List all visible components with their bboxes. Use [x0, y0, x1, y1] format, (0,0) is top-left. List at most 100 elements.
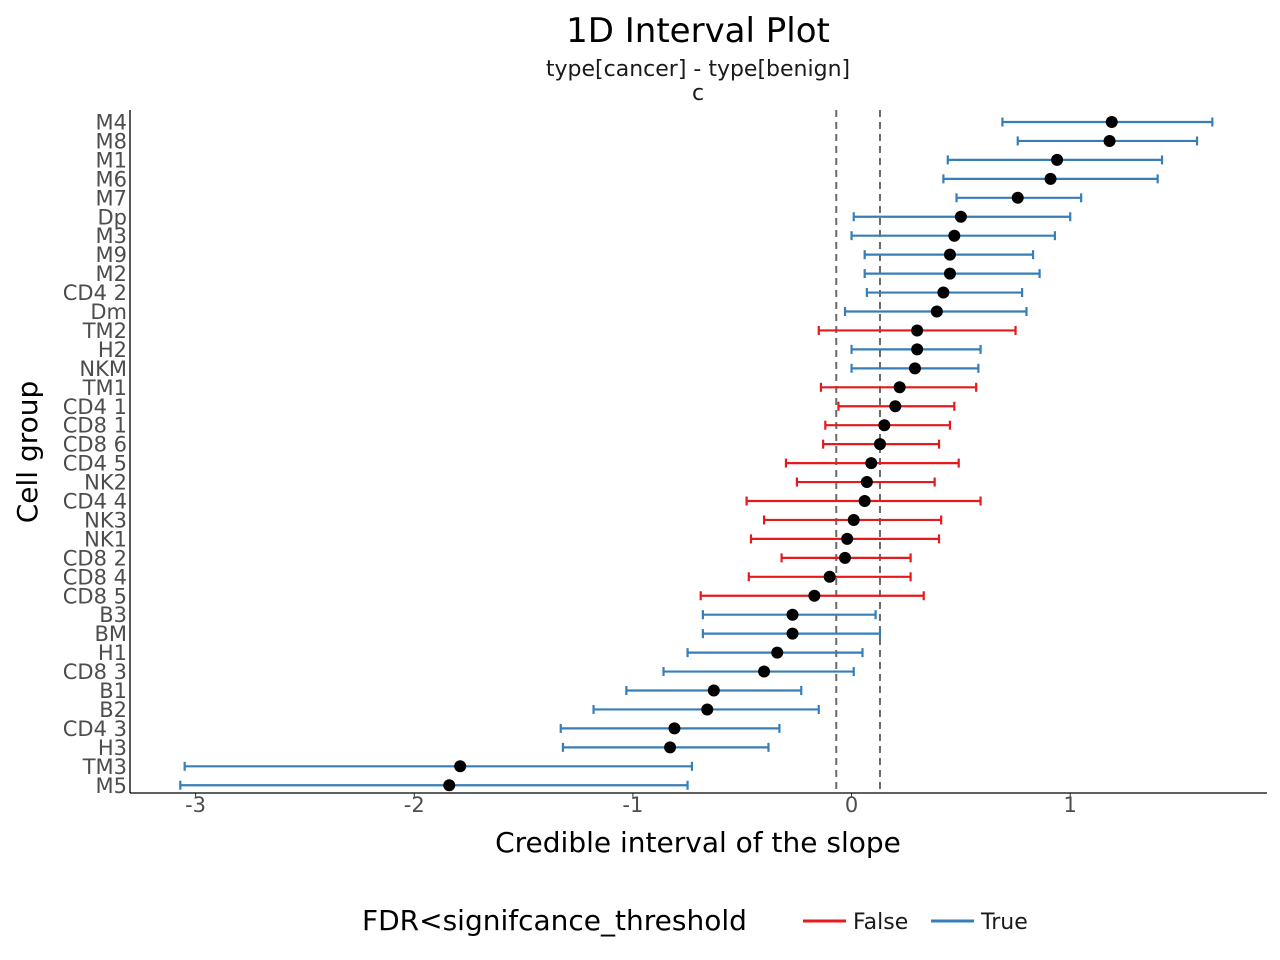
interval-cd4-4 [745, 495, 982, 507]
interval-cd8-6 [822, 438, 941, 451]
interval-cd8-2 [780, 551, 912, 564]
interval-cd8-5 [699, 589, 925, 602]
x-axis-ticks: -3 -2 -1 0 1 [185, 793, 1077, 817]
estimate-point [943, 267, 956, 280]
estimate-point [771, 646, 784, 659]
interval-nk3 [762, 513, 943, 526]
legend-false-label: False [853, 910, 908, 935]
interval-h1 [686, 646, 864, 659]
y-tick-label: M3 [96, 224, 127, 248]
y-tick-label: H1 [98, 641, 127, 665]
y-tick-label: CD8 1 [63, 414, 127, 438]
interval-m1 [946, 153, 1164, 166]
x-tick-label: -1 [622, 793, 643, 817]
interval-bm [701, 627, 882, 640]
y-tick-label: CD4 5 [63, 452, 127, 476]
interval-layer [179, 116, 1214, 792]
interval-cd8-1 [824, 419, 952, 432]
interval-b2 [592, 703, 820, 716]
interval-tm2 [817, 324, 1017, 337]
y-tick-label: CD8 5 [63, 584, 127, 608]
y-tick-label: NKM [79, 357, 127, 381]
y-tick-label: BM [94, 622, 127, 646]
reference-lines [835, 110, 881, 793]
y-axis-title: Cell group [11, 381, 44, 524]
estimate-point [707, 684, 720, 697]
legend: FDR<signifcance_threshold False True [362, 904, 1028, 937]
y-tick-label: M2 [96, 262, 127, 286]
estimate-point [1103, 134, 1116, 147]
y-tick-label: TM1 [82, 376, 127, 400]
estimate-point [860, 476, 873, 489]
interval-dm [843, 305, 1028, 318]
estimate-point [1105, 116, 1118, 128]
interval-cd4-2 [865, 286, 1024, 299]
interval-m6 [942, 172, 1159, 185]
interval-m8 [1016, 134, 1199, 147]
estimate-point [668, 722, 681, 735]
panel-label: c [692, 81, 704, 106]
y-tick-label: NK2 [84, 471, 127, 495]
interval-cd8-4 [747, 570, 912, 583]
y-tick-label: Dp [97, 205, 127, 229]
y-tick-label: Dm [90, 300, 127, 324]
estimate-point [948, 229, 961, 242]
estimate-point [954, 210, 967, 223]
estimate-point [847, 513, 860, 526]
interval-nk1 [749, 532, 941, 545]
interval-m7 [955, 191, 1083, 204]
chart-subtitle: type[cancer] - type[benign] [546, 57, 850, 82]
interval-m9 [863, 248, 1035, 261]
interval-b3 [701, 608, 877, 621]
estimate-point [937, 286, 950, 299]
interval-cd4-5 [784, 457, 960, 470]
estimate-point [786, 627, 799, 640]
x-tick-label: -2 [404, 793, 425, 817]
x-tick-label: 0 [845, 793, 858, 817]
estimate-point [808, 589, 821, 602]
interval-cd4-1 [837, 400, 956, 413]
estimate-point [838, 551, 851, 564]
interval-dp [852, 210, 1072, 223]
y-tick-label: B1 [99, 679, 127, 703]
estimate-point [889, 400, 902, 413]
y-tick-label: M8 [96, 129, 127, 153]
y-tick-label: CD8 6 [63, 433, 127, 457]
y-tick-label: NK1 [84, 527, 127, 551]
estimate-point [878, 419, 891, 432]
estimate-point [701, 703, 714, 716]
estimate-point [865, 457, 878, 470]
estimate-point [911, 343, 924, 356]
y-tick-label: TM3 [82, 755, 127, 779]
y-tick-label: M7 [96, 186, 127, 210]
estimate-point [943, 248, 956, 261]
estimate-point [1051, 153, 1064, 166]
interval-m2 [863, 267, 1041, 280]
y-tick-label: B2 [99, 698, 127, 722]
y-tick-label: CD4 3 [63, 717, 127, 741]
interval-tm1 [819, 381, 978, 394]
y-tick-label: CD4 4 [63, 490, 127, 514]
y-tick-label: CD4 2 [63, 281, 127, 305]
y-tick-label: NK3 [84, 508, 127, 532]
x-axis-title: Credible interval of the slope [495, 826, 901, 859]
x-tick-label: -3 [185, 793, 206, 817]
chart-title: 1D Interval Plot [566, 11, 830, 51]
legend-true-label: True [980, 910, 1028, 935]
interval-tm3 [183, 760, 694, 773]
y-tick-label: M6 [96, 167, 127, 191]
estimate-point [930, 305, 943, 318]
interval-m3 [850, 229, 1057, 242]
estimate-point [893, 381, 906, 394]
estimate-point [454, 760, 467, 773]
y-tick-label: TM2 [82, 319, 127, 343]
y-tick-label: M5 [96, 774, 127, 798]
estimate-point [786, 608, 799, 621]
estimate-point [1011, 191, 1024, 204]
interval-b1 [625, 684, 803, 697]
y-tick-label: CD4 1 [63, 395, 127, 419]
estimate-point [858, 495, 871, 507]
interval-m4 [1001, 116, 1214, 128]
